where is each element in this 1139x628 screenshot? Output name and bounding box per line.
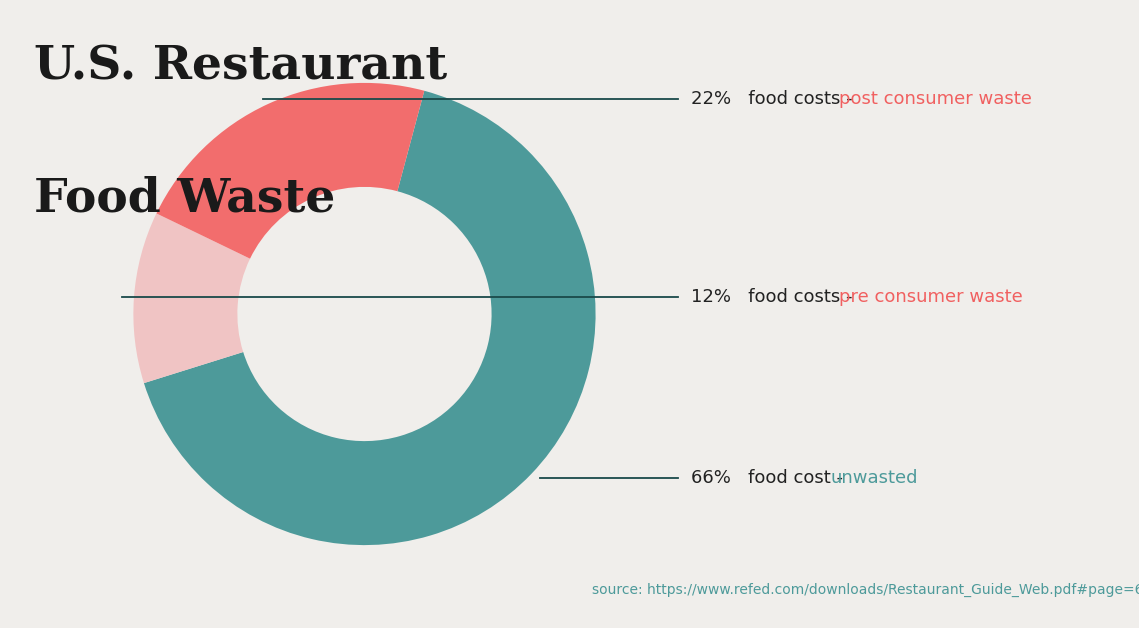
Text: source: https://www.refed.com/downloads/Restaurant_Guide_Web.pdf#page=6: source: https://www.refed.com/downloads/… — [592, 582, 1139, 597]
Wedge shape — [156, 83, 425, 259]
Text: U.S. Restaurant: U.S. Restaurant — [34, 44, 448, 90]
Text: pre consumer waste: pre consumer waste — [838, 288, 1023, 306]
Text: unwasted: unwasted — [830, 469, 918, 487]
Text: 12%   food costs -: 12% food costs - — [691, 288, 859, 306]
Text: 22%   food costs -: 22% food costs - — [691, 90, 859, 107]
Wedge shape — [144, 91, 596, 545]
Text: 66%   food cost -: 66% food cost - — [691, 469, 849, 487]
Text: post consumer waste: post consumer waste — [838, 90, 1032, 107]
Wedge shape — [133, 214, 251, 383]
Text: Food Waste: Food Waste — [34, 176, 336, 222]
